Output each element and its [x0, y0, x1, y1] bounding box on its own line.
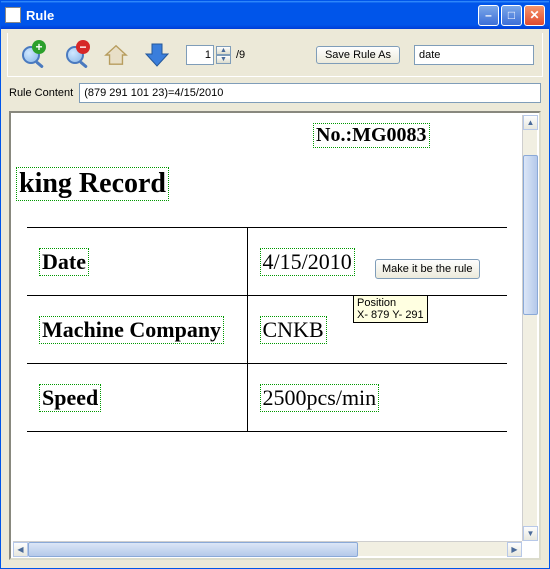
- page-up-button[interactable]: ▲: [216, 46, 231, 55]
- doc-title[interactable]: king Record: [16, 167, 169, 201]
- rule-content-label: Rule Content: [9, 87, 73, 99]
- vscroll-thumb[interactable]: [523, 155, 538, 315]
- page-selector: ▲ ▼ /9: [186, 45, 245, 65]
- down-arrow-icon: [143, 41, 171, 69]
- row-label[interactable]: Machine Company: [39, 316, 224, 344]
- document-content: No.:MG0083 king Record Date 4/15/2010 Ma…: [13, 115, 522, 541]
- vertical-scrollbar[interactable]: ▲ ▼: [522, 115, 537, 541]
- scroll-down-button[interactable]: ▼: [523, 526, 538, 541]
- table-row: Speed 2500pcs/min: [27, 364, 507, 432]
- scroll-left-button[interactable]: ◀: [13, 542, 28, 557]
- toolbar: + − ▲ ▼ /9 Save Rule As: [7, 33, 543, 77]
- make-rule-button[interactable]: Make it be the rule: [375, 259, 480, 279]
- row-value[interactable]: 4/15/2010: [260, 248, 355, 276]
- scroll-right-button[interactable]: ▶: [507, 542, 522, 557]
- home-button[interactable]: [104, 44, 128, 66]
- position-tooltip: Position X- 879 Y- 291: [353, 295, 428, 323]
- rule-window: Rule – □ ✕ + − ▲ ▼: [0, 0, 550, 569]
- document-panel: No.:MG0083 king Record Date 4/15/2010 Ma…: [9, 111, 541, 560]
- save-name-input[interactable]: [414, 45, 534, 65]
- row-label[interactable]: Speed: [39, 384, 101, 412]
- rule-content-input[interactable]: [79, 83, 541, 103]
- close-button[interactable]: ✕: [524, 5, 545, 26]
- row-label[interactable]: Date: [39, 248, 89, 276]
- window-icon: [5, 7, 21, 23]
- home-icon: [104, 42, 128, 68]
- zoom-out-button[interactable]: −: [60, 40, 90, 70]
- row-value[interactable]: CNKB: [260, 316, 327, 344]
- horizontal-scrollbar[interactable]: ◀ ▶: [13, 541, 522, 556]
- doc-table: Date 4/15/2010 Machine Company CNKB Spee…: [27, 227, 507, 432]
- minimize-button[interactable]: –: [478, 5, 499, 26]
- scroll-up-button[interactable]: ▲: [523, 115, 538, 130]
- save-rule-as-button[interactable]: Save Rule As: [316, 46, 400, 64]
- row-value[interactable]: 2500pcs/min: [260, 384, 380, 412]
- window-title: Rule: [26, 8, 478, 23]
- zoom-in-button[interactable]: +: [16, 40, 46, 70]
- hscroll-thumb[interactable]: [28, 542, 358, 557]
- page-down-button[interactable]: ▼: [216, 55, 231, 64]
- maximize-button[interactable]: □: [501, 5, 522, 26]
- doc-number[interactable]: No.:MG0083: [313, 123, 430, 148]
- zoom-in-icon: +: [22, 46, 40, 64]
- titlebar[interactable]: Rule – □ ✕: [1, 1, 549, 29]
- page-total: /9: [236, 49, 245, 61]
- down-button[interactable]: [142, 40, 172, 70]
- zoom-out-icon: −: [66, 46, 84, 64]
- table-row: Machine Company CNKB: [27, 296, 507, 364]
- document-viewport[interactable]: No.:MG0083 king Record Date 4/15/2010 Ma…: [13, 115, 522, 541]
- page-input[interactable]: [186, 45, 214, 65]
- rule-content-row: Rule Content: [9, 83, 541, 103]
